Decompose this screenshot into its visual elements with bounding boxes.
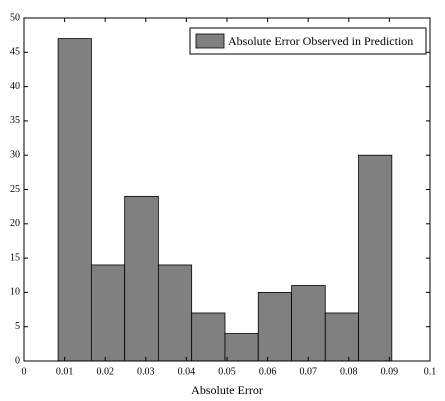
y-tick-label: 40: [10, 81, 20, 92]
y-tick-label: 5: [15, 321, 20, 332]
y-tick-label: 0: [15, 355, 20, 366]
x-tick-label: 0.08: [340, 366, 358, 377]
y-tick-label: 35: [10, 115, 20, 126]
legend-swatch: [195, 33, 225, 49]
y-tick-label: 45: [10, 47, 20, 58]
y-tick-label: 25: [10, 184, 20, 195]
x-tick-label: 0.01: [56, 366, 74, 377]
bar: [90, 264, 126, 362]
bar: [291, 285, 326, 362]
x-tick-label: 0.04: [178, 366, 196, 377]
bar: [124, 195, 159, 362]
x-tick-label: 0.02: [96, 366, 114, 377]
bar: [57, 38, 92, 362]
bar: [257, 291, 292, 362]
legend-box: [189, 27, 427, 55]
bar: [224, 333, 259, 362]
x-tick-label: 0.03: [137, 366, 155, 377]
x-axis-label: Absolute Error: [191, 383, 263, 397]
y-tick-label: 30: [10, 149, 20, 160]
x-tick-label: 0: [22, 366, 27, 377]
y-tick-label: 50: [10, 12, 20, 23]
bar: [191, 312, 226, 362]
y-tick-label: 15: [10, 252, 20, 263]
bar: [324, 312, 359, 362]
y-tick-label: 20: [10, 218, 20, 229]
legend-label: Absolute Error Observed in Prediction: [228, 34, 413, 48]
x-tick-label: 0.1: [424, 366, 437, 377]
bar: [358, 154, 393, 362]
y-tick-label: 10: [10, 287, 20, 298]
x-tick-label: 0.09: [381, 366, 399, 377]
x-tick-label: 0.06: [259, 366, 277, 377]
x-tick-label: 0.07: [299, 366, 317, 377]
x-tick-label: 0.05: [218, 366, 236, 377]
bar: [157, 264, 193, 362]
